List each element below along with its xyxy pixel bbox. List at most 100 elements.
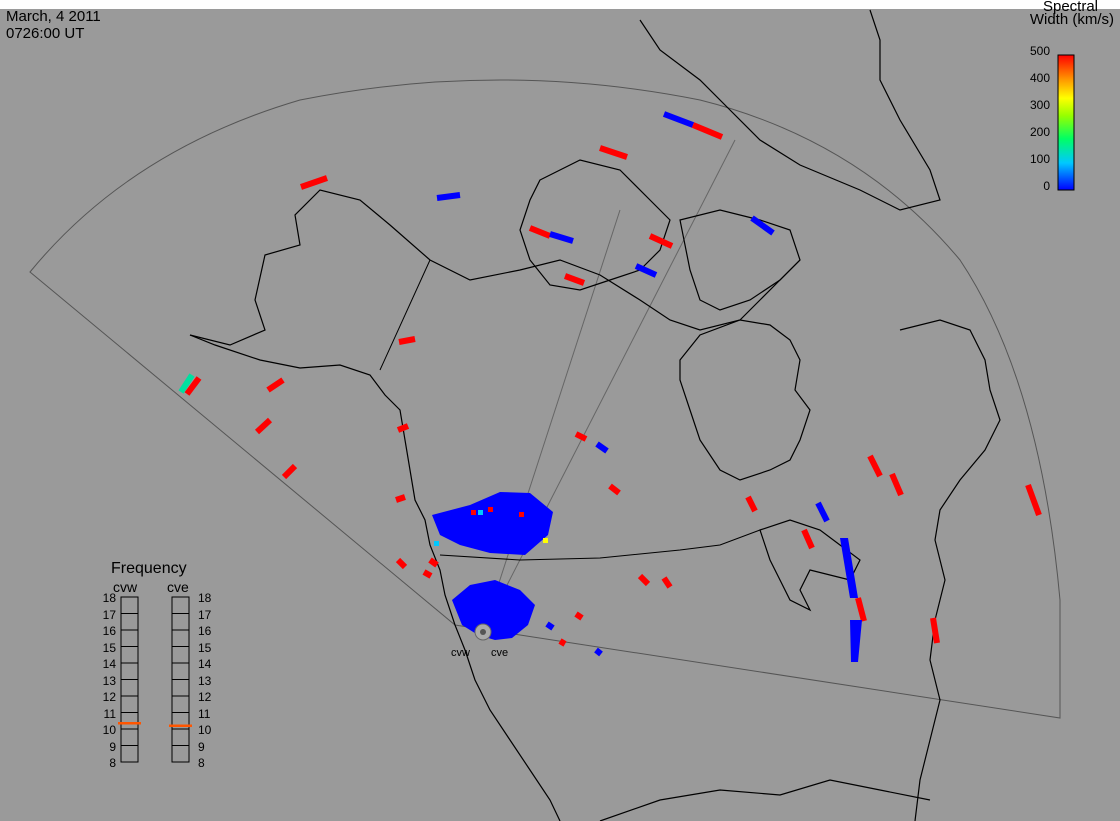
coastline-great-lakes	[759, 519, 861, 612]
colorbar-tick-label: 300	[1029, 98, 1050, 112]
backscatter-segment	[545, 621, 555, 631]
coastline-greenland	[639, 9, 941, 211]
frequency-boxes	[118, 596, 192, 763]
coastline-baffin	[679, 209, 801, 311]
backscatter-segment	[637, 573, 651, 587]
backscatter-pixel	[434, 541, 439, 546]
backscatter-segment	[300, 175, 328, 190]
backscatter-segment	[254, 417, 273, 435]
coastline-labrador	[899, 319, 1001, 821]
backscatter-segment	[266, 377, 285, 393]
backscatter-segment	[661, 576, 673, 589]
backscatter-pixel	[478, 510, 483, 515]
frequency-scale-label: 15	[102, 640, 116, 655]
frequency-cell	[171, 679, 190, 697]
frequency-scale-label: 10	[102, 723, 116, 737]
borders	[379, 259, 761, 561]
backscatter-segment	[648, 233, 674, 249]
backscatter-segment	[594, 647, 603, 657]
frequency-scale-label: 10	[198, 723, 212, 737]
frequency-scale-label: 12	[198, 690, 212, 704]
backscatter-segment	[815, 501, 830, 523]
backscatter-pixel	[471, 510, 476, 515]
backscatter-segment	[178, 373, 195, 394]
frequency-cell	[120, 712, 139, 730]
frequency-cell	[171, 695, 190, 713]
frequency-cell	[171, 662, 190, 680]
backscatter-segment	[184, 376, 202, 396]
colorbar-tick-label: 0	[1043, 179, 1050, 193]
date-label: March, 4 2011	[6, 8, 101, 25]
border-us-canada	[439, 529, 761, 561]
backscatter-segment	[595, 441, 609, 454]
radar-label-cve: cve	[491, 647, 509, 659]
frequency-scale-label: 11	[103, 706, 116, 721]
frequency-scale-label: 13	[102, 673, 116, 688]
fov-outline	[29, 79, 1061, 719]
backscatter-data	[178, 111, 1042, 662]
colorbar-tick-label: 400	[1029, 71, 1050, 85]
frequency-scale-label: 14	[198, 657, 212, 671]
frequency-scale-label: 18	[198, 591, 212, 605]
frequency-scale-label: 8	[109, 756, 116, 770]
backscatter-pixel	[488, 507, 493, 512]
backscatter-segment	[398, 336, 416, 345]
frequency-scale-label: 9	[198, 739, 205, 754]
backscatter-segment	[428, 557, 439, 568]
frequency-cell	[120, 662, 139, 680]
fov-beam-edge	[482, 209, 621, 633]
frequency-scale-label: 14	[102, 657, 116, 671]
frequency-cell	[120, 596, 139, 614]
frequency-cell	[120, 629, 139, 647]
frequency-col-label-cve: cve	[167, 579, 189, 595]
backscatter-segment	[855, 597, 867, 622]
backscatter-segment	[867, 454, 883, 478]
frequency-scale-label: 17	[102, 607, 116, 622]
backscatter-cluster	[432, 492, 553, 555]
backscatter-segment	[1025, 483, 1042, 517]
backscatter-segment	[608, 483, 621, 496]
backscatter-segment	[396, 423, 410, 433]
backscatter-segment	[563, 273, 586, 286]
colorbar-tick-label: 500	[1029, 44, 1050, 58]
backscatter-segment	[691, 122, 724, 140]
backscatter-segment	[574, 611, 584, 621]
frequency-scale-label: 11	[198, 706, 211, 721]
coastlines	[189, 9, 1001, 821]
backscatter-streak	[840, 538, 862, 662]
frequency-scale-label: 9	[109, 739, 116, 754]
frequency-col-label-cvw: cvw	[113, 579, 138, 595]
frequency-cell	[120, 646, 139, 664]
frequency-cell	[171, 613, 190, 631]
colorbar	[1057, 54, 1075, 191]
backscatter-segment	[801, 528, 815, 550]
radar-label-cvw: cvw	[451, 647, 470, 659]
colorbar-tick-label: 100	[1029, 152, 1050, 166]
backscatter-segment	[528, 225, 552, 239]
frequency-cell	[120, 695, 139, 713]
backscatter-segment	[574, 431, 588, 442]
radar-site-center	[480, 629, 486, 635]
time-label: 0726:00 UT	[6, 25, 85, 42]
frequency-cell	[171, 646, 190, 664]
frequency-scale-label: 17	[198, 607, 212, 622]
backscatter-segment	[662, 111, 695, 128]
backscatter-pixel	[519, 512, 524, 517]
backscatter-segment	[930, 617, 940, 644]
frequency-scale-label: 15	[198, 640, 212, 655]
backscatter-segment	[558, 638, 567, 647]
frequency-cell	[171, 745, 190, 763]
coastline-pacific	[189, 334, 561, 821]
frequency-scale-label: 16	[198, 624, 212, 638]
backscatter-segment	[281, 463, 298, 480]
backscatter-segment	[889, 472, 904, 497]
frequency-scale-label: 13	[198, 673, 212, 688]
frequency-title: Frequency	[111, 560, 187, 577]
coastline-arctic-islands	[519, 159, 671, 291]
backscatter-segment	[599, 145, 628, 160]
frequency-cell	[120, 745, 139, 763]
coastline-hudson-bay	[679, 319, 811, 481]
backscatter-segment	[634, 263, 658, 278]
